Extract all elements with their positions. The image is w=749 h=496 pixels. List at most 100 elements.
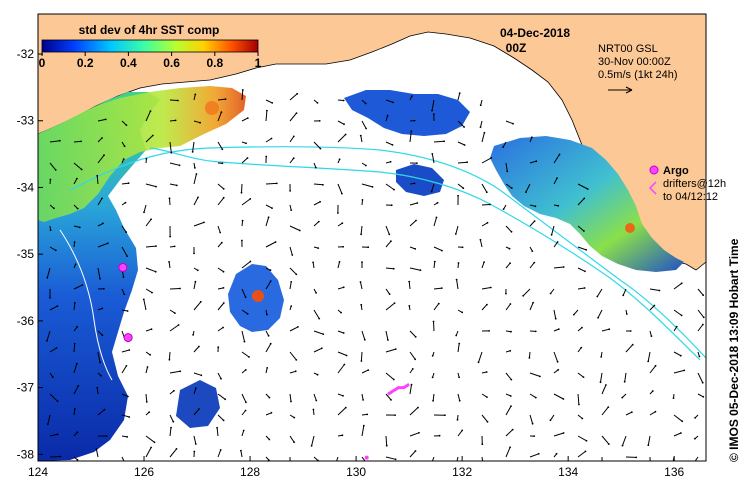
current-arrow <box>505 429 514 437</box>
current-arrow <box>431 153 435 164</box>
current-arrow-head <box>198 408 200 410</box>
current-arrow-head <box>621 396 624 399</box>
current-arrow-head <box>680 432 682 434</box>
current-arrow-head <box>179 370 182 373</box>
current-arrow <box>265 280 272 290</box>
current-arrow-head <box>387 339 389 341</box>
current-arrow-head <box>316 373 319 376</box>
current-arrow <box>337 364 345 374</box>
current-arrow-head <box>271 207 273 210</box>
current-arrow-head <box>505 292 507 295</box>
current-arrow-head <box>155 245 157 248</box>
current-arrow-head <box>101 307 104 310</box>
current-arrow-head <box>489 286 492 289</box>
current-arrow <box>385 435 388 446</box>
current-arrow-head <box>322 183 324 186</box>
current-arrow-head <box>173 245 176 248</box>
current-arrow-head <box>431 153 434 155</box>
current-arrow <box>673 432 682 437</box>
current-arrow <box>622 288 627 296</box>
current-arrow-head <box>455 278 458 281</box>
current-arrow <box>577 183 588 190</box>
current-arrow-head <box>485 371 488 373</box>
current-arrow-head <box>344 406 347 409</box>
current-arrow <box>311 435 315 447</box>
current-arrow <box>479 239 483 248</box>
current-arrow <box>433 217 437 227</box>
current-arrow-head <box>509 395 512 397</box>
current-arrow-head <box>416 162 418 165</box>
current-arrow <box>97 267 101 279</box>
current-arrow <box>217 242 223 248</box>
y-tick-label: -36 <box>17 314 35 328</box>
current-arrow <box>169 99 178 101</box>
current-arrow <box>337 351 347 356</box>
current-arrow <box>505 372 512 380</box>
current-arrow <box>217 302 225 311</box>
current-arrow-head <box>631 343 634 346</box>
current-arrow <box>596 288 603 297</box>
current-arrow-head <box>585 249 588 251</box>
current-arrow <box>73 284 83 290</box>
current-arrow <box>481 261 485 269</box>
current-arrow-head <box>532 301 534 304</box>
current-arrow-head <box>681 420 684 423</box>
current-arrow <box>49 140 60 143</box>
current-arrow <box>265 412 272 416</box>
current-arrow-head <box>319 200 321 203</box>
current-arrow <box>577 267 586 272</box>
current-arrow <box>385 267 394 270</box>
current-arrow <box>577 347 582 353</box>
current-arrow <box>361 369 369 374</box>
current-arrow <box>577 450 586 458</box>
current-arrow-head <box>490 157 493 159</box>
current-arrow-head <box>168 197 171 200</box>
current-arrow <box>145 447 152 458</box>
current-arrow-head <box>344 133 347 136</box>
current-arrow-head <box>245 401 247 404</box>
current-arrow-head <box>365 127 367 130</box>
current-arrow <box>409 267 421 271</box>
current-arrow <box>289 393 292 402</box>
current-arrow-head <box>47 423 49 425</box>
current-arrow <box>241 157 248 164</box>
current-arrow-head <box>408 280 411 283</box>
current-arrow-head <box>292 157 295 160</box>
y-tick-label: -38 <box>17 447 35 461</box>
current-arrow-head <box>362 399 364 401</box>
current-arrow <box>313 330 324 335</box>
current-arrow-head <box>531 136 533 139</box>
current-arrow-head <box>246 117 249 119</box>
current-arrow <box>431 99 435 111</box>
current-arrow-head <box>222 287 225 289</box>
current-arrow-head <box>457 194 459 197</box>
current-arrow-head <box>583 197 586 200</box>
current-arrow-head <box>461 246 464 249</box>
current-arrow-head <box>578 403 580 406</box>
current-arrow <box>385 372 395 380</box>
current-arrow-head <box>341 222 344 225</box>
current-arrow-head <box>432 113 435 115</box>
current-arrow-head <box>77 384 80 387</box>
current-arrow <box>121 225 127 233</box>
current-arrow-head <box>573 313 575 316</box>
current-arrow <box>121 309 128 312</box>
current-arrow <box>265 241 276 248</box>
current-arrow-head <box>411 95 413 97</box>
current-arrow-head <box>658 289 661 292</box>
current-arrow <box>433 303 440 311</box>
current-arrow-head <box>394 414 396 416</box>
current-arrow <box>265 110 268 122</box>
y-tick-label: -34 <box>17 180 35 194</box>
current-arrow <box>145 393 148 402</box>
current-arrow-head <box>562 398 565 400</box>
current-arrow <box>480 120 483 128</box>
current-arrow <box>73 140 82 143</box>
current-arrow <box>409 450 416 458</box>
current-arrow <box>49 433 58 437</box>
current-arrow <box>457 343 460 353</box>
current-arrow-head <box>266 367 269 369</box>
current-arrow-head <box>105 435 108 437</box>
current-arrow-head <box>651 390 654 392</box>
current-arrow-head <box>150 328 153 331</box>
